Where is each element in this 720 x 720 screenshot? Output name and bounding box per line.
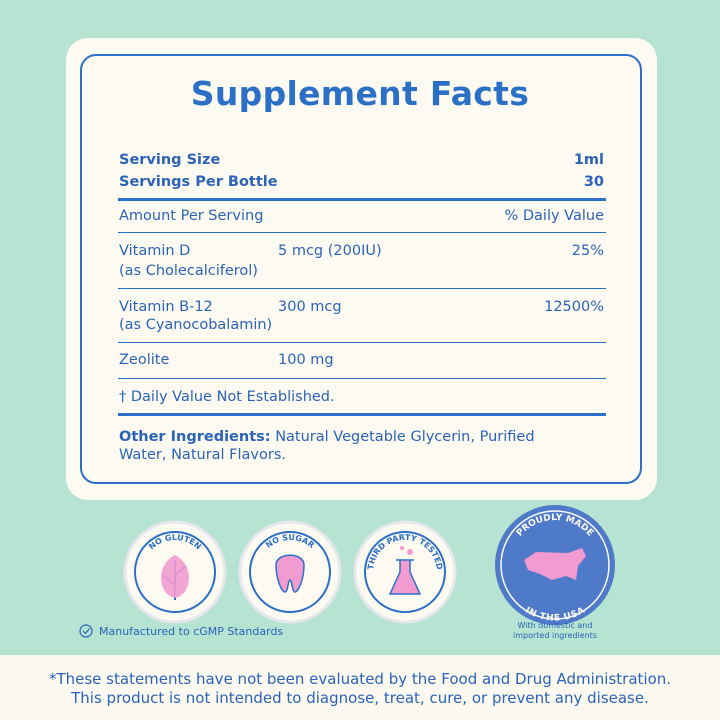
rule xyxy=(118,342,606,343)
rule xyxy=(118,232,606,233)
note: † Daily Value Not Established. xyxy=(119,389,335,405)
other-ingredients: Other Ingredients: Natural Vegetable Gly… xyxy=(119,428,559,464)
serving-value: 1ml xyxy=(573,152,604,168)
usa-caption: imported ingredients xyxy=(513,631,597,640)
title: Supplement Facts xyxy=(190,74,530,113)
nutrient-source: (as Cholecalciferol) xyxy=(119,263,258,279)
badges: NO GLUTEN NO SUGAR THIRD PARTY TESTED PR… xyxy=(79,505,615,640)
disclaimer: *These statements have not been evaluate… xyxy=(48,670,672,688)
rule xyxy=(118,198,606,201)
nutrient-dv: 12500% xyxy=(544,299,604,315)
disclaimer: This product is not intended to diagnose… xyxy=(71,689,649,707)
rule xyxy=(118,288,606,289)
nutrient-amount: 5 mcg (200IU) xyxy=(278,243,382,259)
nutrient-name: Vitamin B-12 xyxy=(119,299,213,315)
nutrient-dv: 25% xyxy=(571,243,604,259)
nutrient-name: Vitamin D xyxy=(119,243,191,259)
serving-value: 30 xyxy=(583,174,604,190)
cgmp: Manufactured to cGMP Standards xyxy=(99,625,283,638)
nutrient-amount: 100 mg xyxy=(278,352,334,368)
ingredients-text: Natural Vegetable Glycerin, Purified Wat… xyxy=(119,429,535,463)
serving-label: Serving Size xyxy=(119,152,221,168)
rule xyxy=(118,413,606,416)
ingredients-label: Other Ingredients: xyxy=(119,429,271,445)
nutrient-source: (as Cyanocobalamin) xyxy=(119,317,273,333)
nutrient-name: Zeolite xyxy=(119,352,170,368)
column-header: % Daily Value xyxy=(504,208,604,224)
disclaimer-band xyxy=(0,655,720,720)
facts-frame xyxy=(80,54,642,484)
facts-card xyxy=(66,38,657,500)
badge-circles xyxy=(79,505,615,638)
nutrient-amount: 300 mcg xyxy=(278,299,342,315)
column-header: Amount Per Serving xyxy=(119,208,264,224)
serving-label: Servings Per Bottle xyxy=(119,174,278,190)
rule xyxy=(118,378,606,379)
usa-caption: With domestic and xyxy=(518,621,593,630)
